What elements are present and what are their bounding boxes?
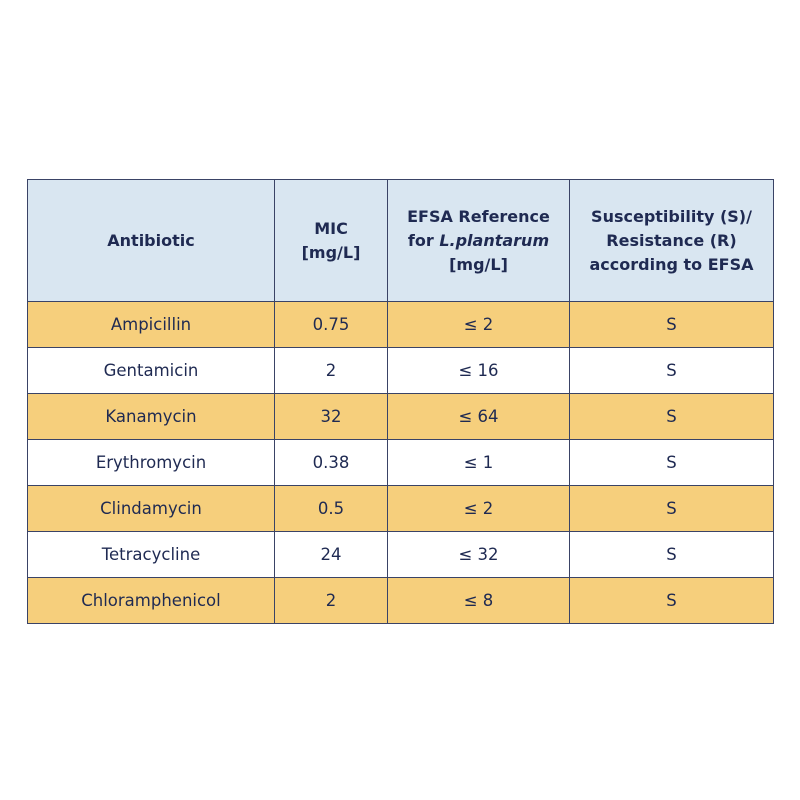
table-row: Tetracycline 24 ≤ 32 S xyxy=(27,531,774,578)
cell-antibiotic: Kanamycin xyxy=(27,393,275,440)
header-efsa-species: L.plantarum xyxy=(439,230,550,250)
table-row: Kanamycin 32 ≤ 64 S xyxy=(27,393,774,440)
cell-antibiotic: Chloramphenicol xyxy=(27,577,275,624)
cell-mic: 32 xyxy=(274,393,388,440)
cell-mic: 0.75 xyxy=(274,301,388,348)
cell-efsa-reference: ≤ 2 xyxy=(387,485,570,532)
cell-mic: 0.38 xyxy=(274,439,388,486)
cell-efsa-reference: ≤ 32 xyxy=(387,531,570,578)
header-efsa-line2: for L.plantarum xyxy=(388,229,569,253)
antibiotic-susceptibility-table: Antibiotic MIC [mg/L] EFSA Reference for… xyxy=(27,179,774,624)
header-mic: MIC [mg/L] xyxy=(274,179,388,302)
header-efsa-line1: EFSA Reference xyxy=(407,206,550,226)
cell-susceptibility: S xyxy=(569,485,774,532)
table-row: Chloramphenicol 2 ≤ 8 S xyxy=(27,577,774,624)
cell-susceptibility: S xyxy=(569,531,774,578)
header-antibiotic: Antibiotic xyxy=(27,179,275,302)
cell-efsa-reference: ≤ 1 xyxy=(387,439,570,486)
cell-antibiotic: Clindamycin xyxy=(27,485,275,532)
header-sr-line3: according to EFSA xyxy=(589,254,754,274)
cell-mic: 2 xyxy=(274,577,388,624)
header-sr-line2: Resistance (R) xyxy=(606,230,737,250)
table-row: Gentamicin 2 ≤ 16 S xyxy=(27,347,774,394)
header-efsa-reference: EFSA Reference for L.plantarum [mg/L] xyxy=(387,179,570,302)
header-antibiotic-label: Antibiotic xyxy=(107,230,195,250)
table-row: Ampicillin 0.75 ≤ 2 S xyxy=(27,301,774,348)
table-row: Clindamycin 0.5 ≤ 2 S xyxy=(27,485,774,532)
header-susceptibility: Susceptibility (S)/ Resistance (R) accor… xyxy=(569,179,774,302)
cell-efsa-reference: ≤ 2 xyxy=(387,301,570,348)
cell-mic: 24 xyxy=(274,531,388,578)
cell-antibiotic: Ampicillin xyxy=(27,301,275,348)
cell-mic: 2 xyxy=(274,347,388,394)
cell-antibiotic: Erythromycin xyxy=(27,439,275,486)
cell-efsa-reference: ≤ 8 xyxy=(387,577,570,624)
table-row: Erythromycin 0.38 ≤ 1 S xyxy=(27,439,774,486)
cell-susceptibility: S xyxy=(569,347,774,394)
cell-susceptibility: S xyxy=(569,301,774,348)
header-efsa-line2-prefix: for xyxy=(407,230,440,250)
header-mic-line1: MIC xyxy=(314,218,348,238)
cell-efsa-reference: ≤ 64 xyxy=(387,393,570,440)
cell-efsa-reference: ≤ 16 xyxy=(387,347,570,394)
header-mic-line2: [mg/L] xyxy=(301,242,361,262)
header-row: Antibiotic MIC [mg/L] EFSA Reference for… xyxy=(27,179,774,302)
cell-antibiotic: Gentamicin xyxy=(27,347,275,394)
cell-antibiotic: Tetracycline xyxy=(27,531,275,578)
cell-susceptibility: S xyxy=(569,439,774,486)
header-efsa-line3: [mg/L] xyxy=(449,254,508,274)
cell-susceptibility: S xyxy=(569,393,774,440)
cell-mic: 0.5 xyxy=(274,485,388,532)
header-sr-line1: Susceptibility (S)/ xyxy=(591,206,752,226)
cell-susceptibility: S xyxy=(569,577,774,624)
